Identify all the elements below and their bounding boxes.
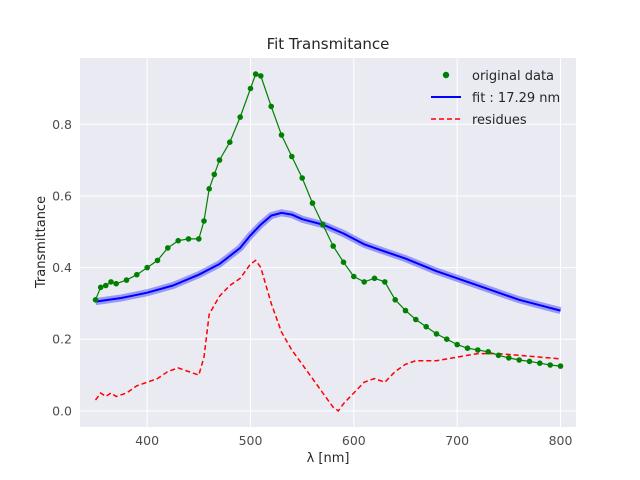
original-data-point — [506, 355, 512, 361]
y-axis-label: Transmittance — [34, 196, 49, 289]
y-tick-label: 0.4 — [52, 260, 72, 275]
legend-marker-original-data — [442, 71, 450, 79]
x-tick-label: 700 — [445, 433, 469, 448]
original-data-point — [454, 341, 461, 348]
y-tick-label: 0.0 — [52, 403, 72, 418]
original-data-point — [495, 352, 502, 359]
plot-background — [80, 58, 576, 427]
original-data-point — [309, 200, 316, 206]
original-data-point — [165, 245, 171, 251]
original-data-point — [413, 316, 419, 323]
original-data-point — [485, 349, 492, 355]
original-data-point — [526, 358, 533, 365]
original-data-point — [247, 85, 254, 92]
x-tick-label: 400 — [135, 433, 159, 448]
original-data-point — [185, 236, 192, 242]
original-data-point — [516, 357, 522, 363]
y-tick-label: 0.2 — [52, 332, 72, 347]
original-data-point — [206, 186, 212, 192]
original-data-point — [547, 362, 553, 368]
original-data-point — [392, 297, 399, 303]
original-data-point — [134, 271, 140, 278]
legend-label-fit: fit : 17.29 nm — [472, 91, 560, 106]
original-data-point — [423, 323, 430, 330]
original-data-point — [196, 236, 202, 242]
fit-line — [95, 211, 561, 312]
legend: original data fit : 17.29 nm residues — [431, 69, 560, 128]
original-data-point — [216, 157, 223, 163]
y-tick-label: 0.6 — [52, 188, 72, 203]
x-tick-label: 500 — [239, 433, 263, 448]
original-data-point — [557, 363, 564, 369]
original-data-point — [475, 347, 481, 353]
original-data-point — [433, 331, 440, 337]
original-data-point — [278, 132, 285, 138]
original-data-point — [351, 273, 357, 280]
original-data-point — [371, 275, 378, 282]
original-data-point — [258, 73, 264, 79]
original-data-point — [154, 257, 161, 264]
legend-label-residues: residues — [472, 113, 527, 128]
original-data-point — [340, 259, 347, 266]
original-data-point — [123, 277, 130, 283]
original-data-point — [237, 114, 243, 120]
original-data-point — [361, 279, 368, 285]
x-tick-label: 600 — [342, 433, 366, 448]
original-data-point — [175, 237, 181, 244]
original-data-point — [444, 336, 450, 343]
original-data-point — [299, 175, 306, 181]
x-tick-label: 800 — [549, 433, 573, 448]
original-data-point — [537, 360, 543, 367]
series-layer — [92, 71, 564, 412]
x-axis-label: λ [nm] — [307, 451, 350, 466]
original-data-point — [464, 345, 471, 352]
tick-labels: 400 500 600 700 800 0.0 0.2 0.4 0.6 0.8 — [52, 117, 572, 448]
original-data-point — [402, 307, 409, 314]
original-data-point — [330, 243, 337, 249]
original-data-point — [103, 282, 109, 289]
original-data-point — [289, 153, 295, 160]
original-data-point — [227, 139, 233, 145]
original-data-point — [252, 71, 259, 77]
residues-line — [94, 259, 561, 412]
grid — [80, 58, 576, 427]
original-data-point — [144, 264, 150, 271]
chart-title: Fit Transmitance — [267, 35, 390, 53]
original-data-point — [201, 218, 207, 224]
original-data-point — [97, 284, 104, 291]
original-data-point — [108, 279, 114, 285]
original-data-point — [268, 103, 275, 110]
original-data-point — [320, 221, 326, 228]
original-data-point — [211, 171, 218, 178]
legend-label-original-data: original data — [472, 69, 554, 84]
original-data-point — [382, 279, 388, 285]
original-data-point — [92, 297, 99, 303]
y-tick-label: 0.8 — [52, 117, 72, 132]
original-data-point — [113, 280, 119, 287]
